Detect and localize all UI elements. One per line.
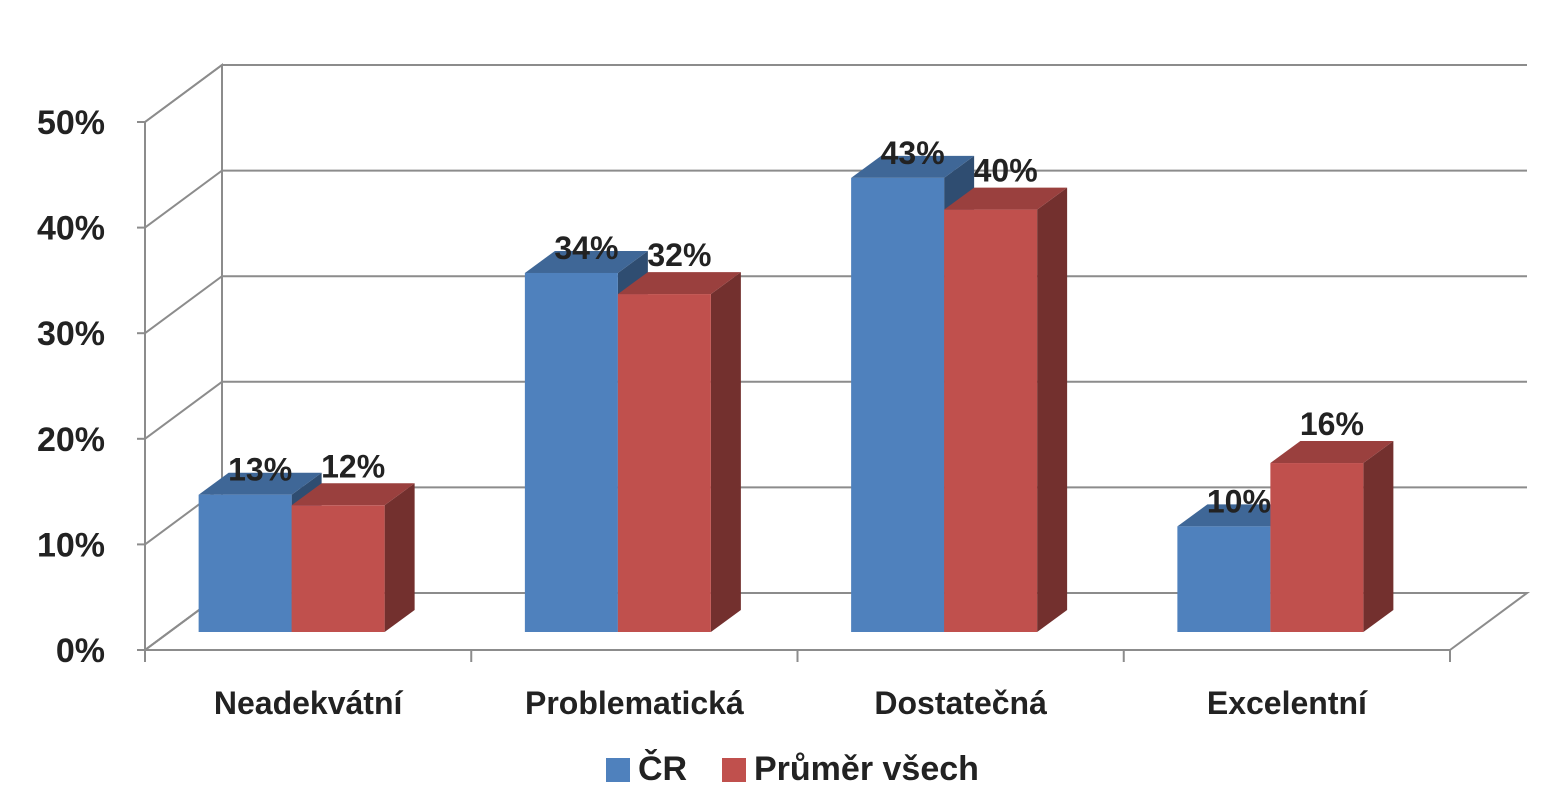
bar-side <box>1363 441 1394 632</box>
bar-side <box>710 272 741 632</box>
gridline <box>144 64 1527 123</box>
gridline <box>144 275 1527 335</box>
bars <box>198 155 1394 633</box>
data-label: 16% <box>1300 406 1364 442</box>
bar <box>617 272 741 632</box>
legend-swatch <box>722 758 746 782</box>
bar-top <box>617 272 741 295</box>
category-labels: Neadekvátní Problematická Dostatečná Excele… <box>214 685 1368 721</box>
data-label: 40% <box>974 153 1038 189</box>
data-label: 10% <box>1207 483 1271 519</box>
gridline <box>144 380 1527 440</box>
bar-top <box>944 187 1068 210</box>
data-label: 34% <box>554 230 618 266</box>
y-tick-label: 50% <box>37 104 105 142</box>
bar-front <box>851 177 945 633</box>
data-label: 12% <box>321 448 385 484</box>
bar-top <box>198 472 322 495</box>
legend: ČR Průměr všech <box>606 749 979 788</box>
bar-side <box>384 483 415 632</box>
y-axis-ticks: 0% 10% 20% 30% 40% 50% <box>37 104 145 670</box>
bar <box>291 483 415 632</box>
bar-top <box>524 250 648 273</box>
category-label: Excelentní <box>1207 685 1368 721</box>
category-label: Dostatečná <box>874 685 1047 721</box>
bar-front <box>524 272 618 632</box>
data-label: 43% <box>881 135 945 171</box>
bar-front <box>198 494 292 632</box>
bar-front <box>944 209 1038 632</box>
axes <box>144 122 1451 662</box>
bar-top <box>1270 441 1394 464</box>
y-tick-label: 0% <box>56 632 105 670</box>
bar-top <box>851 155 975 178</box>
data-labels: 13% 12% 34% 32% 43% 40% 10% 16% <box>228 135 1364 519</box>
y-tick-label: 20% <box>37 421 105 459</box>
bar-front <box>1270 463 1364 632</box>
bar <box>944 187 1068 632</box>
category-label: Neadekvátní <box>214 685 404 721</box>
bar-side <box>1037 187 1068 632</box>
data-label: 32% <box>647 237 711 273</box>
bar <box>1270 441 1394 632</box>
bar-front <box>291 505 385 632</box>
data-label: 13% <box>228 452 292 488</box>
gridline <box>144 169 1527 229</box>
legend-label: Průměr všech <box>754 750 979 788</box>
bar-front <box>1177 526 1271 632</box>
bar-top <box>291 483 415 506</box>
category-label: Problematická <box>525 685 744 721</box>
bar-top <box>1177 504 1301 527</box>
y-tick-label: 40% <box>37 210 105 248</box>
legend-label: ČR <box>638 749 687 788</box>
y-tick-label: 10% <box>37 526 105 564</box>
bar-front <box>617 294 711 632</box>
legend-swatch <box>606 758 630 782</box>
y-tick-label: 30% <box>37 315 105 353</box>
